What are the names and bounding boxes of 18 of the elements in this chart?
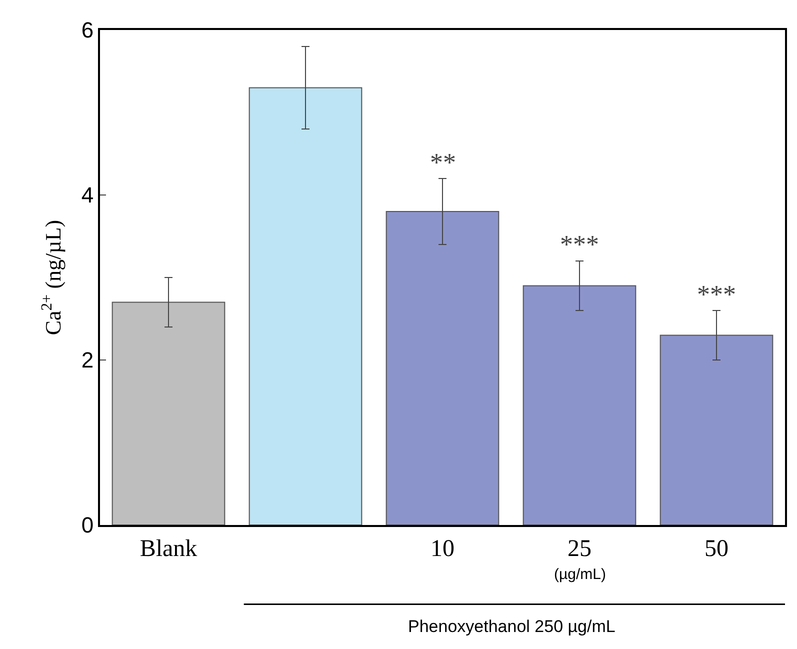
bar <box>112 302 226 525</box>
annotation: *** <box>697 280 736 309</box>
bar <box>248 87 362 525</box>
y-tick-label: 4 <box>81 182 94 208</box>
bar <box>522 285 636 525</box>
x-tick-label: 25 <box>568 536 592 562</box>
text: (µg/mL) <box>554 566 606 583</box>
annotation: *** <box>560 230 599 259</box>
bar <box>386 211 500 525</box>
x-tick-label: Blank <box>140 536 198 562</box>
x-tick-label: 10 <box>430 536 454 562</box>
y-tick-label: 6 <box>81 18 94 43</box>
annotation: ** <box>430 148 456 177</box>
y-tick-label: 0 <box>81 512 94 538</box>
x-tick-label: 50 <box>704 536 728 562</box>
bar <box>660 334 774 525</box>
text: Phenoxyethanol 250 µg/mL <box>408 617 616 636</box>
y-tick-label: 2 <box>81 348 94 373</box>
